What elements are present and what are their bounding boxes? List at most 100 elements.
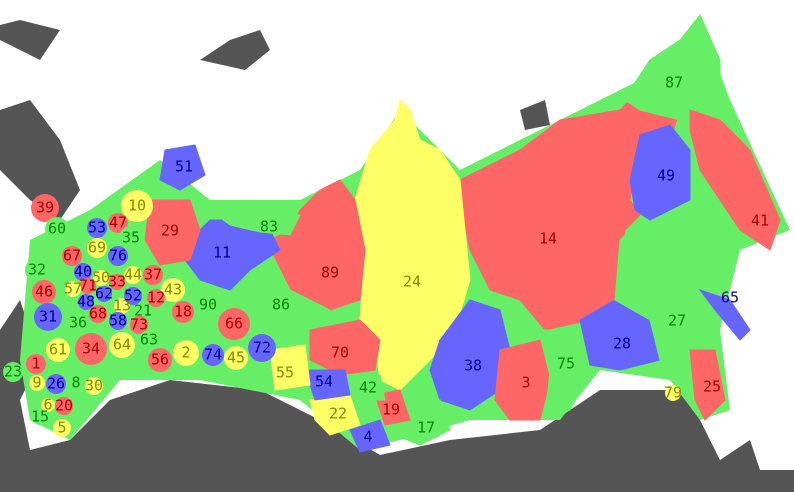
region (144, 199, 201, 266)
region (539, 329, 591, 421)
region-label: 21 (134, 302, 152, 320)
region-label: 67 (63, 247, 81, 265)
region-label: 71 (79, 277, 97, 295)
region-label: 47 (109, 214, 127, 232)
region-label: 54 (315, 373, 333, 391)
region (89, 305, 107, 323)
region (78, 294, 94, 310)
region (34, 303, 62, 331)
region (134, 302, 152, 320)
region (74, 263, 92, 281)
region-label: 49 (657, 167, 675, 185)
region-label: 87 (665, 74, 683, 92)
region (93, 270, 109, 286)
region-label: 72 (253, 339, 271, 357)
region (354, 374, 386, 401)
region (173, 340, 199, 366)
region (121, 190, 153, 222)
region-label: 32 (28, 261, 46, 279)
region-label: 6 (43, 396, 52, 414)
region-label: 44 (124, 266, 142, 284)
region (354, 99, 471, 391)
labels: 1424874941898611832951383752827256570171… (4, 74, 769, 446)
region-label: 18 (174, 303, 192, 321)
region-label: 9 (32, 374, 41, 392)
region (698, 289, 751, 341)
region-label: 69 (88, 239, 106, 257)
region (624, 14, 721, 121)
region-label: 90 (199, 296, 217, 314)
region-label: 46 (35, 283, 53, 301)
region (665, 385, 681, 401)
region-label: 12 (147, 289, 165, 307)
region-label: 14 (539, 230, 557, 248)
region-label: 3 (521, 374, 530, 392)
region-label: 75 (557, 355, 575, 373)
southern-land (0, 300, 794, 492)
region (109, 332, 135, 358)
region (394, 399, 451, 446)
region-label: 55 (276, 364, 294, 382)
region-label: 86 (272, 296, 290, 314)
region (108, 213, 128, 233)
region-label: 38 (464, 357, 482, 375)
region (309, 319, 381, 376)
region (143, 265, 163, 285)
region (108, 246, 128, 266)
region-label: 43 (164, 281, 182, 299)
region (32, 280, 56, 304)
region-label: 40 (74, 263, 92, 281)
region-label: 62 (95, 285, 113, 303)
region-label: 24 (403, 273, 421, 291)
region (46, 374, 66, 394)
region-label: 30 (85, 377, 103, 395)
region-label: 39 (36, 199, 54, 217)
region (130, 316, 148, 334)
region-label: 35 (122, 229, 140, 247)
region-label: 27 (668, 312, 686, 330)
region (494, 339, 551, 421)
region-label: 29 (161, 222, 179, 240)
region-label: 57 (64, 280, 82, 298)
region-label: 73 (130, 316, 148, 334)
region (248, 334, 276, 362)
region-label: 50 (92, 269, 110, 287)
region (31, 194, 59, 222)
region-label: 19 (382, 401, 400, 419)
region (62, 246, 82, 266)
region (85, 377, 103, 395)
region (269, 344, 311, 391)
region-label: 41 (751, 212, 769, 230)
region (109, 312, 127, 330)
region (689, 109, 781, 251)
region (208, 204, 301, 236)
region-label: 33 (108, 273, 126, 291)
region-label: 61 (49, 341, 67, 359)
region-label: 68 (89, 305, 107, 323)
region-label: 56 (151, 351, 169, 369)
region-label: 8 (71, 374, 80, 392)
region-label: 5 (57, 419, 66, 437)
region (147, 289, 165, 307)
region-label: 83 (260, 218, 278, 236)
region (41, 398, 55, 412)
region (459, 89, 681, 331)
region (159, 144, 206, 191)
region-label: 23 (4, 363, 22, 381)
region-label: 74 (204, 346, 222, 364)
region (25, 258, 49, 282)
scandinavia (0, 20, 80, 220)
region-label: 37 (144, 266, 162, 284)
region (29, 375, 45, 391)
region-label: 53 (88, 219, 106, 237)
region (75, 333, 107, 365)
region-label: 52 (124, 287, 142, 305)
region-label: 64 (113, 336, 131, 354)
region (46, 338, 70, 362)
region (119, 226, 143, 250)
islands (200, 30, 550, 130)
region (629, 124, 691, 221)
region-label: 58 (109, 312, 127, 330)
region-label: 22 (329, 405, 347, 423)
